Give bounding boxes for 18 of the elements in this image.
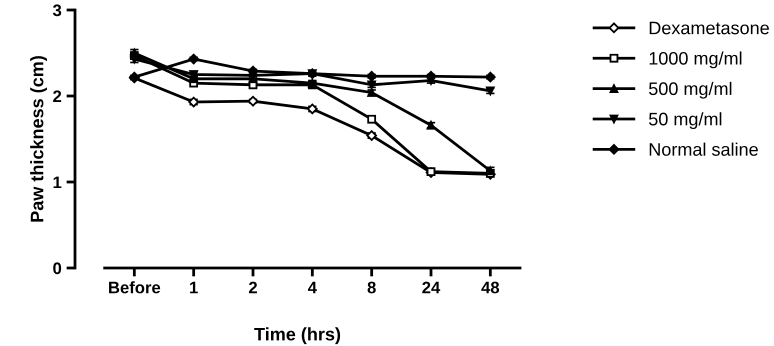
x-tick-label: 4 xyxy=(308,282,317,294)
x-axis-title: Time (hrs) xyxy=(254,327,340,344)
x-tick-label: 1 xyxy=(190,282,198,294)
y-tick-label: 0 xyxy=(53,262,62,274)
y-tick-label: 1 xyxy=(54,176,62,188)
y-tick-label: 2 xyxy=(53,90,62,102)
legend-label: 1000 mg/ml xyxy=(650,51,742,68)
x-tick-label: 2 xyxy=(248,282,257,294)
legend-label: 50 mg/ml xyxy=(648,112,722,130)
y-axis-title: Paw thickness (cm) xyxy=(30,56,47,222)
y-tick-label: 3 xyxy=(52,4,62,16)
legend-label: Dexametasone xyxy=(650,22,769,34)
legend-label: Normal saline xyxy=(650,142,758,156)
x-tick-label: Before xyxy=(109,281,160,294)
x-tick-label: 8 xyxy=(368,282,376,294)
legend-label: 500 mg/ml xyxy=(648,82,732,99)
x-tick-label: 24 xyxy=(422,282,440,294)
x-tick-label: 48 xyxy=(481,282,500,294)
